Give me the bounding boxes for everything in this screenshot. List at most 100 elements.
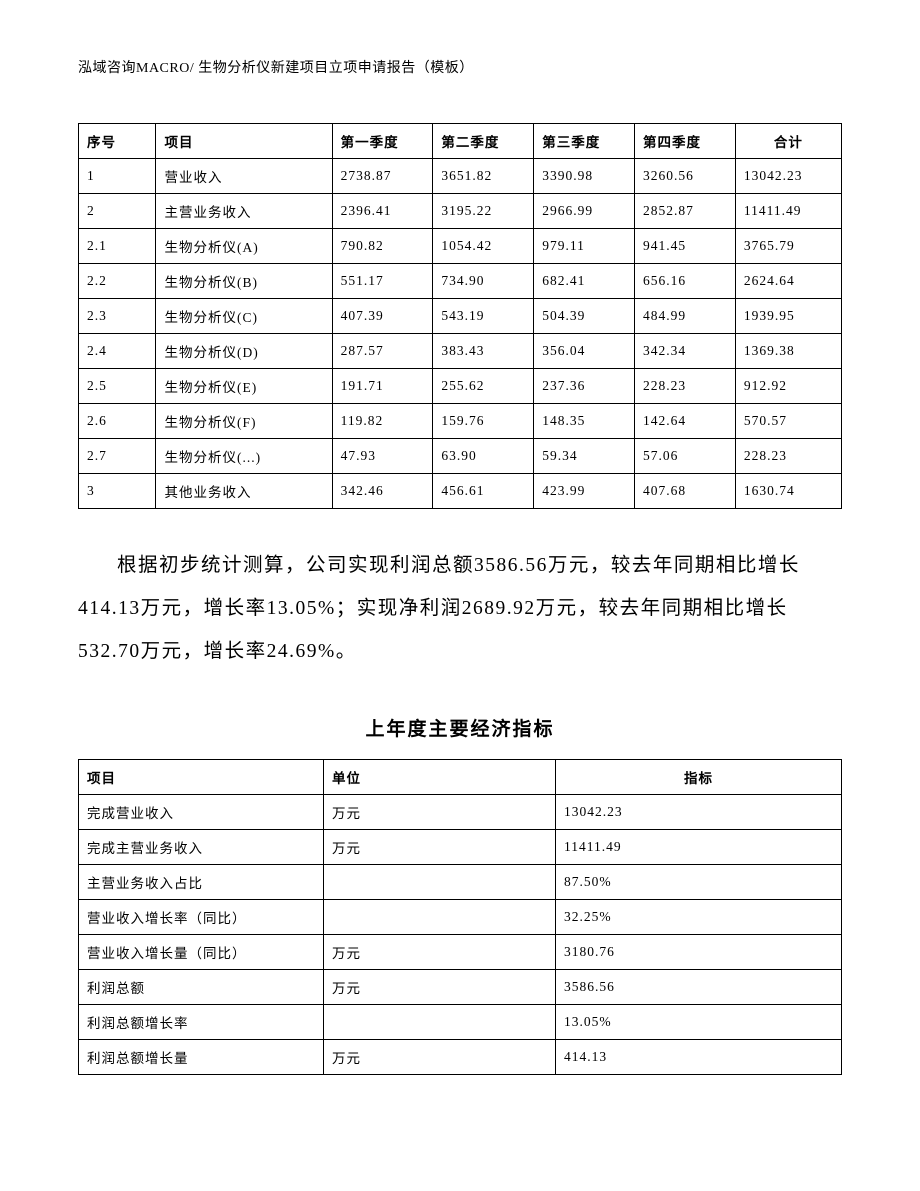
table-cell: 682.41	[534, 264, 635, 299]
table-cell: 228.23	[735, 439, 841, 474]
table-cell: 营业收入	[156, 159, 332, 194]
table-cell: 255.62	[433, 369, 534, 404]
table-cell: 营业收入增长率（同比）	[79, 899, 324, 934]
table-cell: 790.82	[332, 229, 433, 264]
table-cell: 2.2	[79, 264, 156, 299]
table-cell: 342.34	[635, 334, 736, 369]
table-cell: 完成营业收入	[79, 794, 324, 829]
table-cell: 407.39	[332, 299, 433, 334]
table-cell: 504.39	[534, 299, 635, 334]
table-cell: 2966.99	[534, 194, 635, 229]
table-cell: 生物分析仪(C)	[156, 299, 332, 334]
table-cell: 生物分析仪(E)	[156, 369, 332, 404]
table-cell: 3	[79, 474, 156, 509]
table-cell: 57.06	[635, 439, 736, 474]
economic-indicators-table: 项目 单位 指标 完成营业收入 万元 13042.23 完成主营业务收入 万元 …	[78, 759, 842, 1075]
table-row: 2.6 生物分析仪(F) 119.82 159.76 148.35 142.64…	[79, 404, 842, 439]
table-cell: 1369.38	[735, 334, 841, 369]
table-row: 2.5 生物分析仪(E) 191.71 255.62 237.36 228.23…	[79, 369, 842, 404]
table-cell: 生物分析仪(D)	[156, 334, 332, 369]
table-cell: 383.43	[433, 334, 534, 369]
table-cell: 551.17	[332, 264, 433, 299]
table-header-cell: 序号	[79, 124, 156, 159]
table-cell: 利润总额增长量	[79, 1039, 324, 1074]
table-cell: 3586.56	[556, 969, 842, 1004]
table-header-row: 序号 项目 第一季度 第二季度 第三季度 第四季度 合计	[79, 124, 842, 159]
table-header-cell: 第一季度	[332, 124, 433, 159]
table-cell: 11411.49	[735, 194, 841, 229]
table-row: 2.2 生物分析仪(B) 551.17 734.90 682.41 656.16…	[79, 264, 842, 299]
table-cell: 734.90	[433, 264, 534, 299]
table-cell: 主营业务收入	[156, 194, 332, 229]
table-cell: 407.68	[635, 474, 736, 509]
table-row: 利润总额增长量 万元 414.13	[79, 1039, 842, 1074]
table-cell: 13.05%	[556, 1004, 842, 1039]
table-cell: 148.35	[534, 404, 635, 439]
table-row: 2.1 生物分析仪(A) 790.82 1054.42 979.11 941.4…	[79, 229, 842, 264]
table-cell: 979.11	[534, 229, 635, 264]
table-cell: 142.64	[635, 404, 736, 439]
table-row: 利润总额 万元 3586.56	[79, 969, 842, 1004]
table-cell: 2	[79, 194, 156, 229]
table-cell: 生物分析仪(B)	[156, 264, 332, 299]
table-cell: 万元	[324, 829, 556, 864]
table-row: 2.7 生物分析仪(...) 47.93 63.90 59.34 57.06 2…	[79, 439, 842, 474]
table-cell: 2.5	[79, 369, 156, 404]
table-row: 2 主营业务收入 2396.41 3195.22 2966.99 2852.87…	[79, 194, 842, 229]
table-cell: 1939.95	[735, 299, 841, 334]
table-cell: 47.93	[332, 439, 433, 474]
table-cell: 2396.41	[332, 194, 433, 229]
table-cell: 生物分析仪(A)	[156, 229, 332, 264]
table-cell: 59.34	[534, 439, 635, 474]
table-cell: 万元	[324, 794, 556, 829]
table-cell: 32.25%	[556, 899, 842, 934]
table-cell	[324, 1004, 556, 1039]
table-cell: 912.92	[735, 369, 841, 404]
table-cell: 利润总额增长率	[79, 1004, 324, 1039]
table-cell: 2.6	[79, 404, 156, 439]
table-row: 营业收入增长率（同比） 32.25%	[79, 899, 842, 934]
table-cell	[324, 899, 556, 934]
body-paragraph: 根据初步统计测算，公司实现利润总额3586.56万元，较去年同期相比增长414.…	[78, 545, 842, 674]
table-cell: 456.61	[433, 474, 534, 509]
table-cell: 656.16	[635, 264, 736, 299]
table-cell: 570.57	[735, 404, 841, 439]
table-cell: 543.19	[433, 299, 534, 334]
table-cell: 3260.56	[635, 159, 736, 194]
table-cell: 营业收入增长量（同比）	[79, 934, 324, 969]
table-cell: 356.04	[534, 334, 635, 369]
table-cell: 生物分析仪(...)	[156, 439, 332, 474]
table-cell: 万元	[324, 1039, 556, 1074]
table-cell: 342.46	[332, 474, 433, 509]
table-cell: 13042.23	[556, 794, 842, 829]
table-row: 主营业务收入占比 87.50%	[79, 864, 842, 899]
table-cell: 3765.79	[735, 229, 841, 264]
table-header-cell: 第四季度	[635, 124, 736, 159]
table-cell: 228.23	[635, 369, 736, 404]
table-cell: 87.50%	[556, 864, 842, 899]
table-header-cell: 第三季度	[534, 124, 635, 159]
table-row: 利润总额增长率 13.05%	[79, 1004, 842, 1039]
table-cell: 2624.64	[735, 264, 841, 299]
table-row: 营业收入增长量（同比） 万元 3180.76	[79, 934, 842, 969]
table-cell: 2.7	[79, 439, 156, 474]
table-row: 完成营业收入 万元 13042.23	[79, 794, 842, 829]
table-cell: 完成主营业务收入	[79, 829, 324, 864]
table-cell: 1054.42	[433, 229, 534, 264]
table-cell: 13042.23	[735, 159, 841, 194]
table-cell: 287.57	[332, 334, 433, 369]
table-cell: 生物分析仪(F)	[156, 404, 332, 439]
table-cell: 2.4	[79, 334, 156, 369]
table-cell: 237.36	[534, 369, 635, 404]
table-header-cell: 单位	[324, 759, 556, 794]
table-cell: 3390.98	[534, 159, 635, 194]
table-row: 1 营业收入 2738.87 3651.82 3390.98 3260.56 1…	[79, 159, 842, 194]
table-cell: 2738.87	[332, 159, 433, 194]
table-row: 2.3 生物分析仪(C) 407.39 543.19 504.39 484.99…	[79, 299, 842, 334]
table-cell: 3651.82	[433, 159, 534, 194]
table-cell: 941.45	[635, 229, 736, 264]
table-cell: 2852.87	[635, 194, 736, 229]
table-cell: 利润总额	[79, 969, 324, 1004]
table-header-cell: 指标	[556, 759, 842, 794]
table-header-cell: 第二季度	[433, 124, 534, 159]
